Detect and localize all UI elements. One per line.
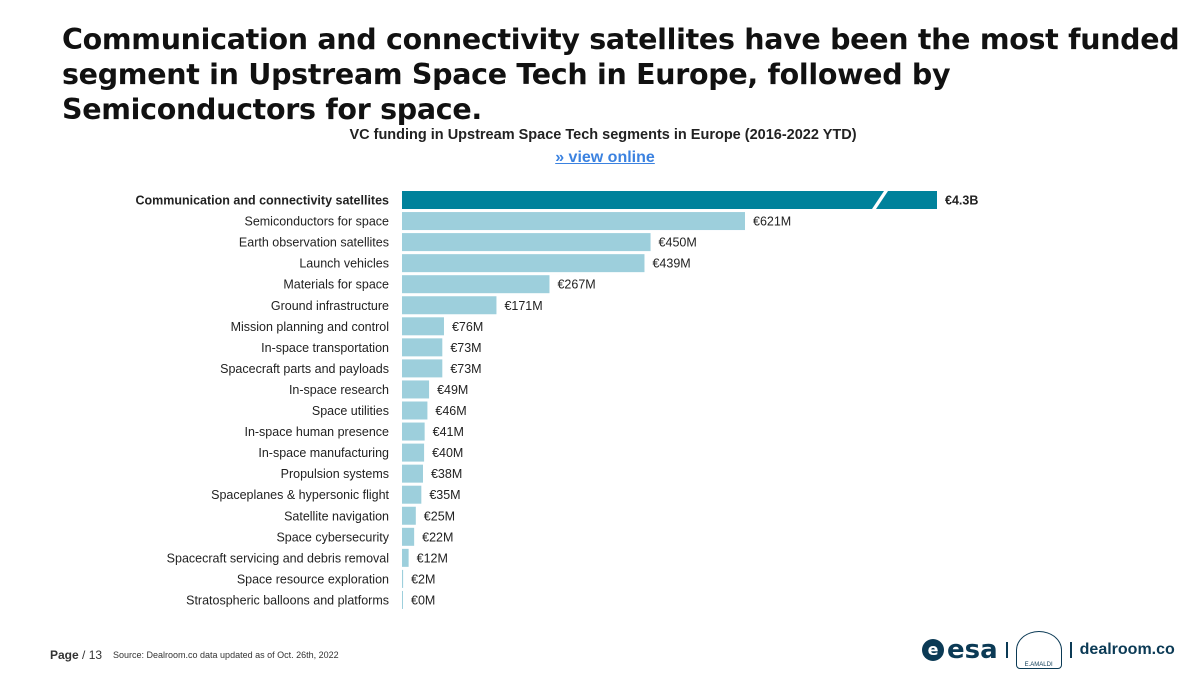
value-label: €35M (429, 488, 460, 502)
category-label: Propulsion systems (281, 467, 389, 481)
value-label: €38M (431, 467, 462, 481)
category-label: Ground infrastructure (271, 299, 389, 313)
bar (402, 569, 404, 588)
page-label: Page (50, 648, 79, 662)
bar (402, 422, 425, 441)
dealroom-logo: dealroom.co (1079, 641, 1175, 658)
bar (402, 254, 645, 273)
bar (402, 338, 443, 357)
category-label: Spaceplanes & hypersonic flight (211, 488, 389, 502)
category-label: Spacecraft parts and payloads (220, 362, 389, 376)
bar (402, 506, 416, 525)
bar (402, 296, 497, 315)
category-label: Launch vehicles (299, 257, 389, 271)
source-note: Source: Dealroom.co data updated as of O… (113, 650, 339, 660)
value-label: €171M (504, 299, 542, 313)
amaldi-logo: E.AMALDI (1015, 631, 1062, 669)
value-label: €49M (437, 383, 468, 397)
category-label: Spacecraft servicing and debris removal (167, 551, 389, 565)
category-label: In-space manufacturing (258, 446, 389, 460)
value-label: €4.3B (945, 194, 978, 208)
bar (402, 191, 937, 209)
esa-text: esa (947, 635, 998, 665)
bar (402, 275, 550, 294)
bar (402, 380, 430, 399)
category-label: Materials for space (283, 278, 389, 292)
bar (402, 317, 444, 336)
value-label: €0M (411, 593, 435, 607)
bar (402, 212, 745, 231)
bar (402, 527, 415, 546)
value-label: €439M (652, 257, 690, 271)
bar-chart: Communication and connectivity satellite… (135, 191, 978, 609)
value-label: €41M (433, 425, 464, 439)
value-label: €12M (417, 551, 448, 565)
category-label: In-space research (289, 383, 389, 397)
divider (1005, 642, 1008, 658)
bar (402, 485, 422, 504)
bar (402, 359, 443, 378)
axis-break-mark (872, 191, 888, 209)
category-label: Space utilities (312, 404, 389, 418)
value-label: €73M (450, 341, 481, 355)
category-label: Space cybersecurity (276, 530, 389, 544)
bar (402, 548, 409, 567)
view-online-link[interactable]: » view online (555, 149, 655, 166)
headline: Communication and connectivity satellite… (62, 23, 1180, 126)
value-label: €25M (424, 509, 455, 523)
category-label: Communication and connectivity satellite… (135, 194, 389, 208)
value-label: €621M (753, 215, 791, 229)
page-number: / 13 (82, 648, 103, 662)
bar (402, 590, 403, 609)
category-label: Satellite navigation (284, 509, 389, 523)
value-label: €267M (557, 278, 595, 292)
bar (402, 443, 425, 462)
value-label: €40M (432, 446, 463, 460)
value-label: €76M (452, 320, 483, 334)
logos: e esa E.AMALDI dealroom.co (922, 630, 1175, 670)
category-label: In-space transportation (261, 341, 389, 355)
esa-mark-icon: e (922, 639, 944, 661)
divider (1069, 642, 1072, 658)
bar (402, 233, 651, 252)
chart-title: VC funding in Upstream Space Tech segmen… (349, 127, 857, 143)
category-label: Mission planning and control (231, 320, 389, 334)
category-label: Space resource exploration (237, 572, 389, 586)
value-label: €2M (411, 572, 435, 586)
bar (402, 401, 428, 420)
value-label: €73M (450, 362, 481, 376)
bar (402, 464, 423, 483)
value-label: €46M (435, 404, 466, 418)
category-label: Semiconductors for space (244, 215, 389, 229)
page-indicator: Page / 13 (50, 648, 102, 662)
category-label: Earth observation satellites (239, 236, 389, 250)
esa-logo: e esa (922, 635, 998, 665)
category-label: In-space human presence (244, 425, 389, 439)
value-label: €450M (659, 236, 697, 250)
amaldi-text: E.AMALDI (1024, 662, 1053, 668)
value-label: €22M (422, 530, 453, 544)
category-label: Stratospheric balloons and platforms (186, 593, 389, 607)
